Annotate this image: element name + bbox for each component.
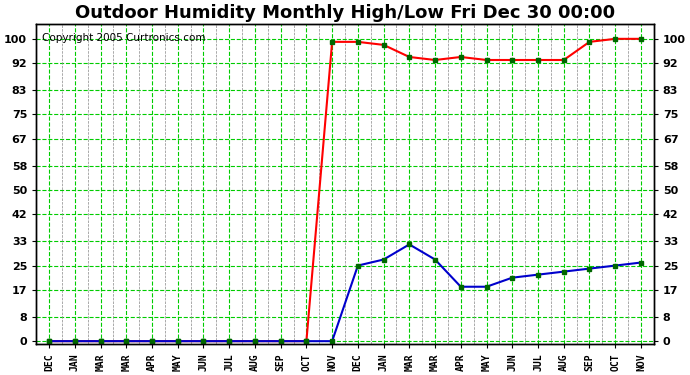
Text: Copyright 2005 Curtronics.com: Copyright 2005 Curtronics.com — [42, 33, 206, 44]
Title: Outdoor Humidity Monthly High/Low Fri Dec 30 00:00: Outdoor Humidity Monthly High/Low Fri De… — [75, 4, 615, 22]
